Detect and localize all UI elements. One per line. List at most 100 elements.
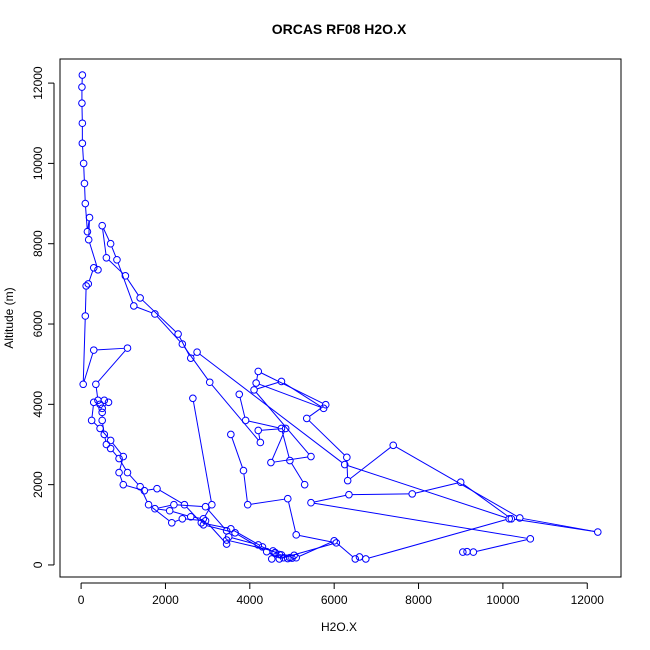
series-segment bbox=[395, 446, 518, 517]
data-point bbox=[507, 514, 516, 523]
data-point bbox=[78, 139, 87, 148]
data-point bbox=[165, 506, 174, 515]
series-segment bbox=[258, 433, 261, 440]
series-segment bbox=[82, 319, 86, 381]
data-point bbox=[300, 480, 309, 489]
data-point bbox=[340, 460, 349, 469]
x-tick-label: 12000 bbox=[571, 593, 605, 607]
data-point bbox=[94, 396, 102, 405]
series-segment bbox=[117, 262, 134, 304]
data-point bbox=[526, 535, 535, 543]
series-segment bbox=[207, 508, 225, 529]
data-point bbox=[235, 390, 244, 399]
data-point bbox=[186, 512, 195, 521]
data-point bbox=[262, 547, 271, 556]
series-segment bbox=[159, 489, 182, 504]
data-point bbox=[79, 159, 88, 168]
data-point bbox=[178, 340, 187, 348]
data-point bbox=[100, 430, 109, 439]
data-point bbox=[140, 486, 149, 495]
data-point bbox=[362, 555, 370, 563]
data-point bbox=[98, 404, 106, 413]
x-tick-label: 10000 bbox=[486, 593, 520, 607]
data-point bbox=[459, 548, 467, 556]
x-tick-label: 8000 bbox=[405, 593, 432, 607]
series-segment bbox=[231, 437, 243, 468]
data-point bbox=[243, 500, 252, 509]
data-point bbox=[96, 400, 104, 409]
series-segment bbox=[415, 482, 458, 494]
data-point bbox=[121, 272, 130, 280]
series-segment bbox=[347, 465, 507, 519]
data-point bbox=[115, 468, 123, 477]
data-point bbox=[321, 400, 330, 409]
data-point bbox=[231, 529, 239, 537]
series-segment bbox=[229, 540, 270, 551]
y-axis: 0 2000 4000 6000 8000 10000 12000 bbox=[31, 66, 55, 568]
data-point bbox=[267, 555, 276, 563]
data-point bbox=[151, 310, 159, 318]
data-point bbox=[123, 344, 132, 352]
data-point bbox=[286, 553, 294, 562]
data-point bbox=[330, 537, 338, 545]
data-point bbox=[180, 500, 189, 509]
data-point bbox=[89, 264, 98, 272]
data-point bbox=[106, 444, 115, 453]
data-point bbox=[100, 396, 109, 405]
series-segment bbox=[97, 347, 125, 351]
series-segment bbox=[250, 498, 285, 505]
series-segment bbox=[95, 387, 99, 398]
data-point bbox=[355, 553, 364, 561]
series-segment bbox=[108, 259, 124, 274]
series-segment bbox=[281, 431, 290, 458]
y-axis-label: Altitude (m) bbox=[2, 287, 16, 348]
series-segment bbox=[136, 306, 152, 314]
data-point bbox=[151, 504, 159, 513]
data-point bbox=[174, 330, 182, 338]
data-point bbox=[208, 500, 216, 509]
data-point bbox=[106, 239, 115, 248]
y-tick-label: 6000 bbox=[31, 310, 45, 337]
series-segment bbox=[309, 406, 324, 417]
y-tick-label: 8000 bbox=[31, 230, 45, 257]
y-tick-label: 4000 bbox=[31, 391, 45, 418]
data-point bbox=[307, 498, 315, 507]
series-segment bbox=[256, 374, 259, 380]
data-point bbox=[89, 398, 98, 407]
data-point bbox=[469, 548, 478, 556]
data-point bbox=[178, 514, 187, 523]
data-point bbox=[83, 227, 92, 236]
series-segment bbox=[211, 384, 259, 441]
series-segment bbox=[83, 166, 85, 181]
data-point bbox=[113, 255, 121, 264]
data-point bbox=[222, 540, 231, 548]
data-point bbox=[89, 346, 98, 354]
series-segment bbox=[248, 420, 279, 429]
data-point bbox=[104, 398, 113, 407]
y-tick-label: 2000 bbox=[31, 471, 45, 498]
data-point bbox=[224, 533, 233, 541]
series-segment bbox=[299, 534, 334, 543]
data-point bbox=[81, 199, 90, 208]
data-point bbox=[197, 518, 206, 527]
series-segment bbox=[336, 542, 354, 558]
data-point bbox=[78, 71, 87, 79]
series-segment bbox=[88, 270, 94, 281]
series-segment bbox=[104, 437, 107, 442]
plot-frame bbox=[59, 58, 622, 578]
data-point bbox=[302, 414, 311, 423]
series-segment bbox=[147, 488, 154, 491]
data-point bbox=[408, 490, 417, 498]
series-segment bbox=[283, 382, 322, 407]
data-point bbox=[283, 494, 292, 503]
data-point bbox=[123, 468, 132, 477]
series-segment bbox=[261, 428, 283, 431]
x-tick-label: 2000 bbox=[152, 593, 179, 607]
data-point bbox=[281, 424, 290, 433]
series-segment bbox=[204, 522, 228, 529]
x-tick-label: 4000 bbox=[236, 593, 263, 607]
series-segment bbox=[119, 475, 123, 482]
data-point bbox=[94, 266, 102, 274]
series-segment bbox=[368, 519, 507, 559]
data-point bbox=[254, 367, 263, 376]
